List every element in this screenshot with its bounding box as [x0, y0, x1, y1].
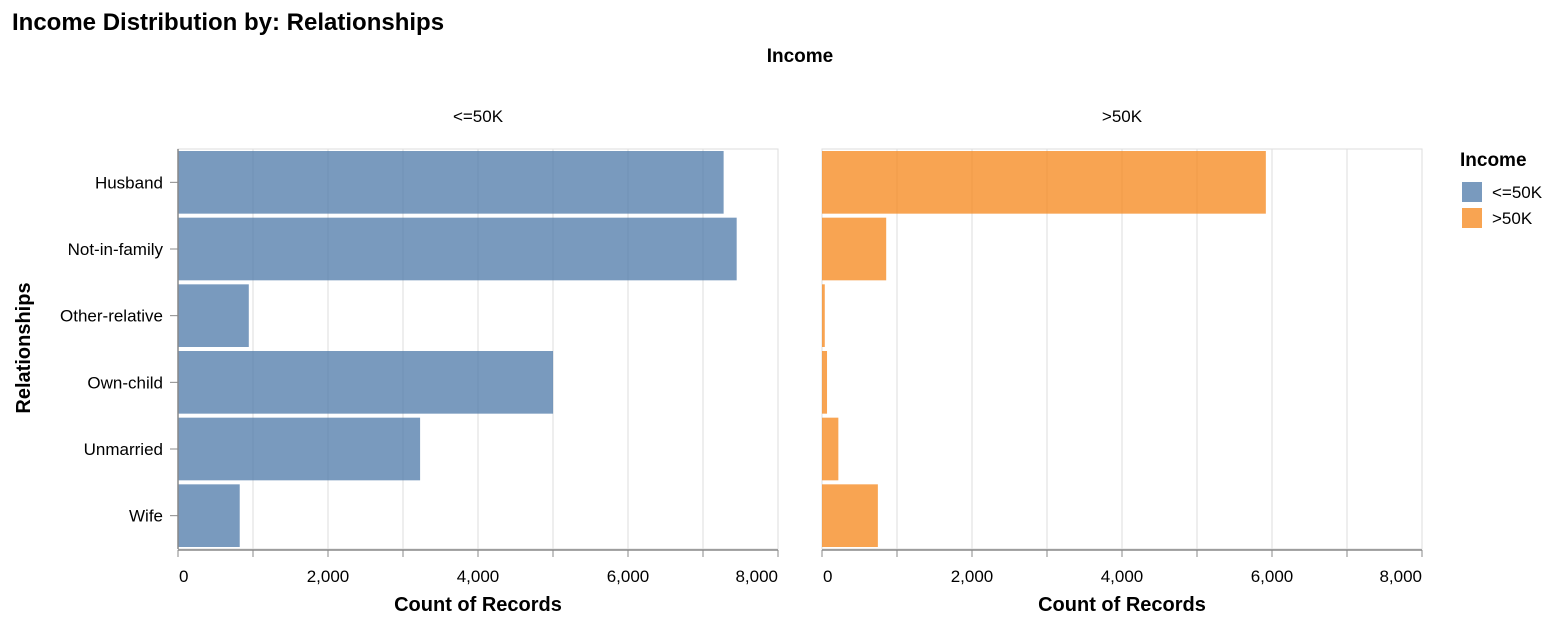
bar-other-relative	[178, 284, 249, 347]
y-tick-label: Wife	[129, 507, 163, 526]
legend: Income <=50K >50K	[1460, 150, 1543, 228]
bar-other-relative	[822, 284, 825, 347]
legend-swatch	[1462, 182, 1482, 202]
bar-unmarried	[178, 417, 421, 481]
facet-label: <=50K	[453, 107, 504, 126]
x-tick-label: 6,000	[1251, 567, 1294, 586]
y-tick-label: Husband	[95, 173, 163, 192]
x-axis-title: Count of Records	[394, 594, 562, 616]
y-axis-title: Relationships	[13, 282, 35, 413]
x-axis-title: Count of Records	[1038, 594, 1206, 616]
facet-panels: <=50K 0 2,000 4,000 6,000 8,000 Count of Recor…	[60, 107, 1423, 616]
bar-wife	[178, 484, 240, 547]
bar-husband	[178, 151, 724, 214]
x-tick-label: 2,000	[951, 567, 994, 586]
facet-title: Income	[767, 46, 834, 67]
bar-not-in-family	[822, 217, 887, 281]
panel-gt-50k: >50K 0 2,000 4,000 6,000 8,000 Count of Record…	[821, 107, 1423, 616]
bar-unmarried	[822, 417, 839, 481]
y-tick-label: Not-in-family	[68, 240, 164, 259]
x-tick-label: 4,000	[1101, 567, 1144, 586]
y-tick-label: Other-relative	[60, 307, 163, 326]
facet-label: >50K	[1102, 107, 1143, 126]
bar-own-child	[822, 351, 828, 414]
legend-title: Income	[1460, 150, 1527, 171]
panel-le-50k: <=50K 0 2,000 4,000 6,000 8,000 Count of Recor…	[60, 107, 779, 616]
chart-title: Income Distribution by: Relationships	[12, 9, 444, 36]
x-tick-label: 0	[823, 567, 832, 586]
legend-label: >50K	[1492, 209, 1533, 228]
legend-swatch	[1462, 208, 1482, 228]
x-tick-label: 0	[179, 567, 188, 586]
y-tick-label: Own-child	[87, 373, 163, 392]
bar-husband	[822, 151, 1266, 214]
x-tick-label: 2,000	[307, 567, 350, 586]
bar-wife	[822, 484, 878, 547]
x-tick-label: 6,000	[607, 567, 650, 586]
x-tick-label: 8,000	[1379, 567, 1422, 586]
bar-own-child	[178, 351, 554, 414]
legend-items: <=50K >50K	[1462, 182, 1543, 228]
x-tick-label: 4,000	[457, 567, 500, 586]
bar-not-in-family	[178, 217, 737, 281]
legend-label: <=50K	[1492, 183, 1543, 202]
y-tick-label: Unmarried	[84, 440, 163, 459]
x-tick-label: 8,000	[735, 567, 778, 586]
